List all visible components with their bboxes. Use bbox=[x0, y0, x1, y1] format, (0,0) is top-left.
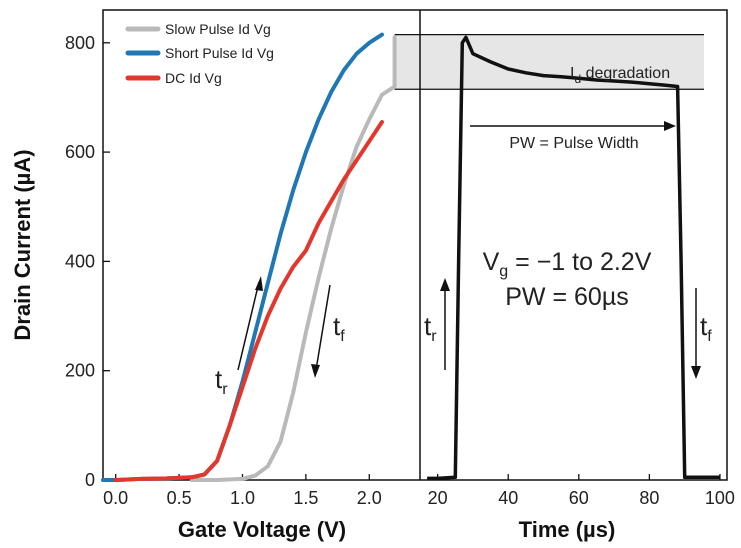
x-tick-label: 80 bbox=[639, 488, 659, 508]
left-tf-label: tf bbox=[333, 311, 345, 345]
x-tick-label: 0.5 bbox=[167, 488, 192, 508]
y-tick-label: 400 bbox=[65, 251, 95, 271]
x-tick-label: 20 bbox=[428, 488, 448, 508]
y-tick-label: 200 bbox=[65, 361, 95, 381]
y-axis-title: Drain Current (µA) bbox=[10, 149, 35, 340]
pw-label: PW = Pulse Width bbox=[509, 135, 638, 152]
degradation-band-layer bbox=[394, 33, 704, 90]
left-tf-arrowhead bbox=[311, 364, 320, 378]
left-tr-arrow bbox=[237, 281, 260, 371]
y-tick-label: 600 bbox=[65, 142, 95, 162]
series-pulse-waveform bbox=[427, 35, 720, 481]
legend-label-short-pulse: Short Pulse Id Vg bbox=[165, 45, 274, 61]
right-tr-arrowhead bbox=[440, 278, 450, 291]
legend-label-slow-pulse: Slow Pulse Id Vg bbox=[165, 21, 271, 37]
left-tf-annotation: tf bbox=[311, 284, 345, 378]
x-tick-label: 40 bbox=[498, 488, 518, 508]
series-layer-time bbox=[427, 35, 720, 481]
left-tr-arrowhead bbox=[255, 276, 263, 291]
x-tick-label: 2.0 bbox=[357, 488, 382, 508]
x-tick-label: 100 bbox=[705, 488, 735, 508]
pw-value-label: PW = 60µs bbox=[505, 283, 628, 311]
vg-label: Vg = −1 to 2.2V bbox=[483, 248, 652, 280]
series-dc bbox=[113, 120, 384, 482]
x-axis-title-time: Time (µs) bbox=[519, 517, 616, 542]
right-tf-label: tf bbox=[700, 311, 712, 345]
pw-arrow bbox=[470, 121, 676, 131]
right-tf-arrowhead bbox=[691, 366, 701, 379]
left-tr-label: tr bbox=[215, 364, 228, 398]
left-tf-arrow bbox=[315, 284, 331, 371]
plot-frame bbox=[102, 9, 728, 481]
y-tick-label: 800 bbox=[65, 33, 95, 53]
x-tick-label: 60 bbox=[569, 488, 589, 508]
x-ticks-gate-voltage: 0.0 0.5 1.0 1.5 2.0 bbox=[103, 474, 382, 508]
x-tick-label: 1.5 bbox=[293, 488, 318, 508]
right-tr-label: tr bbox=[424, 311, 437, 345]
series-short-pulse bbox=[101, 32, 384, 482]
y-tick-label: 0 bbox=[85, 470, 95, 490]
x-axis-title-gate-voltage: Gate Voltage (V) bbox=[178, 517, 346, 542]
left-tr-annotation: tr bbox=[215, 276, 263, 398]
degradation-band bbox=[394, 34, 704, 90]
right-tr-annotation: tr bbox=[424, 278, 450, 370]
x-tick-label: 1.0 bbox=[230, 488, 255, 508]
x-ticks-time: 20 40 60 80 100 bbox=[428, 474, 735, 508]
right-tf-annotation: tf bbox=[691, 288, 712, 379]
series-slow-pulse bbox=[189, 35, 397, 482]
degradation-label: Id degradation bbox=[570, 65, 670, 86]
x-tick-label: 0.0 bbox=[103, 488, 128, 508]
y-ticks: 0 200 400 600 800 bbox=[65, 33, 110, 490]
pw-arrowhead bbox=[664, 121, 676, 131]
legend: Slow Pulse Id Vg Short Pulse Id Vg DC Id… bbox=[125, 21, 274, 86]
legend-label-dc: DC Id Vg bbox=[165, 70, 222, 86]
series-layer-gate-voltage bbox=[101, 32, 397, 482]
